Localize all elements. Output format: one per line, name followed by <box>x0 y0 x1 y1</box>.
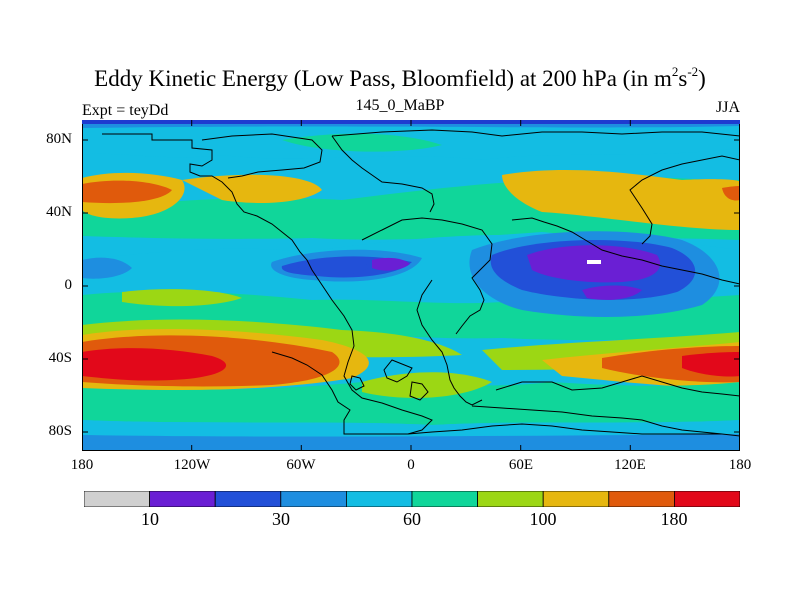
x-tick-label: 120W <box>173 457 211 473</box>
contour-antarctic-blue <box>82 434 740 451</box>
colorbar-cell <box>411 491 478 507</box>
contour-polar-green <box>282 133 442 152</box>
colorbar-cell <box>345 491 413 507</box>
y-tick-label: 80N <box>46 131 72 147</box>
colorbar-cell <box>84 491 150 507</box>
colorbar-cell <box>674 491 740 507</box>
contour-north-yellow-mid <box>182 174 322 203</box>
contour-north-orange-west <box>82 180 172 204</box>
colorbar-label: 60 <box>403 509 421 529</box>
y-tick-label: 80S <box>48 423 72 439</box>
colorbar-cell <box>542 491 610 507</box>
x-tick-label: 0 <box>407 457 415 473</box>
contour-far-south-lime <box>362 372 492 398</box>
y-tick-label: 0 <box>64 277 73 293</box>
contour-south-red-east <box>682 352 740 377</box>
center-label: 145_0_MaBP <box>355 97 445 114</box>
colorbar-label: 10 <box>141 509 159 529</box>
y-tick-marks <box>82 139 740 433</box>
map-plot <box>82 120 740 451</box>
contour-south-tropics-lime <box>122 289 242 307</box>
x-tick-label: 180 <box>728 457 752 473</box>
x-tick-label: 120E <box>614 457 646 473</box>
contour-north-orange-east <box>722 186 740 201</box>
contour-south-red <box>82 348 227 381</box>
x-tick-label: 60W <box>286 457 316 473</box>
x-tick-marks <box>191 120 631 451</box>
season-label: JJA <box>715 99 740 116</box>
contour-north-yellow-east <box>502 170 740 230</box>
experiment-label: Expt = teyDd <box>82 102 169 119</box>
x-tick-label: 60E <box>508 457 534 473</box>
coastlines <box>102 129 740 437</box>
y-tick-label: 40N <box>46 204 72 220</box>
x-tick-label: 180 <box>70 457 94 473</box>
contour-tropical-blue-west <box>82 257 132 279</box>
colorbar-cell <box>477 491 544 507</box>
colorbar-label: 30 <box>272 509 290 529</box>
contour-west-purple <box>372 257 410 271</box>
colorbar-label: 180 <box>660 509 688 529</box>
contour-east-purple-south <box>582 285 642 300</box>
contour-west-deep-blue <box>297 261 372 277</box>
colorbar-cell <box>149 491 216 507</box>
contour-east-white <box>587 260 601 264</box>
plot-title: Eddy Kinetic Energy (Low Pass, Bloomfiel… <box>94 64 706 91</box>
colorbar-cell <box>608 491 675 507</box>
colorbar-label: 100 <box>529 509 557 529</box>
colorbar-cell <box>214 491 282 507</box>
colorbar-cell <box>280 491 347 507</box>
colorbar <box>84 491 740 507</box>
y-tick-label: 40S <box>48 350 72 366</box>
